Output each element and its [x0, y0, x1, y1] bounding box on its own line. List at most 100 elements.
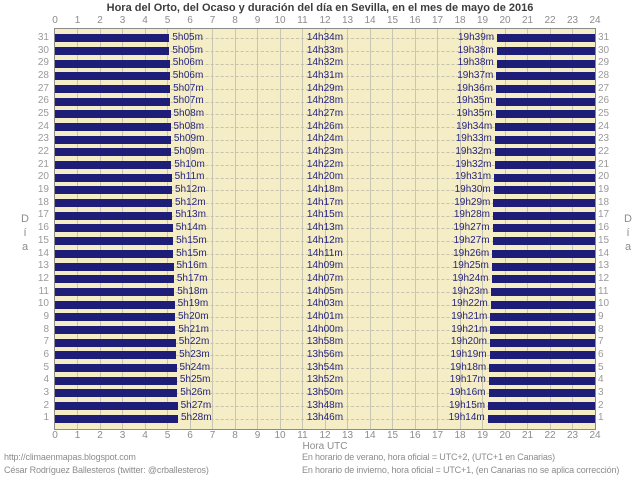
- day-number-right: 28: [598, 70, 610, 82]
- day-number-right: 9: [598, 310, 604, 322]
- sunrise-time-label: 5h07m: [173, 95, 204, 107]
- night-bar-left: [55, 237, 174, 246]
- hour-tick-label: 8: [232, 430, 238, 441]
- hour-tick-label: 0: [52, 15, 58, 26]
- night-bar-left: [55, 376, 177, 385]
- sunrise-time-label: 5h07m: [173, 82, 204, 94]
- day-number-right: 16: [598, 222, 610, 234]
- night-bar-left: [55, 351, 177, 360]
- hour-tick-label: 4: [142, 430, 148, 441]
- hour-tick-label: 15: [386, 15, 399, 26]
- hour-tick-label: 15: [386, 430, 399, 441]
- sunrise-time-label: 5h15m: [176, 247, 207, 259]
- night-bar-right: [494, 161, 595, 170]
- row-dashed-gridline: [55, 190, 595, 192]
- row-dashed-gridline: [55, 101, 595, 103]
- day-row: 5h12m 14h17m 19h29m: [55, 197, 595, 210]
- day-number-left: 29: [37, 57, 49, 69]
- hour-tick-label: 1: [74, 430, 81, 441]
- night-bar-right: [488, 401, 595, 410]
- night-bar-left: [55, 262, 174, 271]
- hour-tick-label: 17: [431, 15, 444, 26]
- sunrise-time-label: 5h22m: [178, 336, 210, 348]
- night-bar-left: [55, 325, 176, 334]
- sunrise-time-label: 5h08m: [173, 108, 205, 120]
- row-dashed-gridline: [55, 177, 595, 179]
- sunset-time-label: 19h17m: [449, 374, 486, 386]
- row-dashed-gridline: [55, 405, 595, 407]
- row-dashed-gridline: [55, 253, 595, 255]
- day-number-left: 6: [43, 348, 49, 360]
- night-bar-right: [487, 414, 595, 423]
- day-length-label: 14h23m: [306, 146, 344, 158]
- hour-tick-label: 16: [409, 430, 421, 441]
- hour-tick-label: 0: [52, 430, 58, 441]
- night-bar-right: [495, 123, 595, 132]
- sunrise-time-label: 5h26m: [180, 386, 211, 398]
- row-dashed-gridline: [55, 63, 595, 65]
- row-dashed-gridline: [55, 355, 595, 357]
- y-axis-label-char: í: [23, 227, 27, 239]
- night-bar-left: [55, 34, 170, 43]
- hour-tick-label: 7: [209, 430, 216, 441]
- day-number-left: 3: [43, 386, 49, 398]
- day-number-left: 15: [37, 234, 49, 246]
- hour-tick-label: 24: [589, 15, 601, 26]
- footer-note-winter: En horario de invierno, hora oficial = U…: [302, 465, 620, 475]
- day-row: 5h14m 14h13m 19h27m: [55, 222, 595, 235]
- day-row: 5h09m 14h24m 19h33m: [55, 133, 595, 146]
- day-number-right: 22: [598, 146, 610, 158]
- day-number-left: 23: [37, 133, 49, 145]
- sunset-time-label: 19h35m: [456, 95, 493, 107]
- hour-tick-label: 9: [254, 15, 261, 26]
- row-dashed-gridline: [55, 367, 595, 369]
- sunrise-time-label: 5h18m: [177, 285, 208, 297]
- hour-tick-label: 21: [521, 430, 534, 441]
- hour-tick-label: 22: [544, 15, 556, 26]
- x-axis-top: 0 1 2 3 4 5 6 7 8 9 10 11 12 13 14 15 16 17 18 19 20 21 22 23 24: [0, 15, 640, 27]
- sunset-time-label: 19h29m: [454, 196, 491, 208]
- day-number-left: 27: [37, 82, 49, 94]
- row-dashed-gridline: [55, 203, 595, 205]
- day-number-right: 13: [598, 260, 610, 272]
- sunset-time-label: 19h15m: [448, 399, 486, 411]
- day-row: 5h28m 13h46m 19h14m: [55, 412, 595, 425]
- day-number-right: 19: [598, 184, 610, 196]
- sunset-time-label: 19h38m: [457, 44, 494, 56]
- sunrise-time-label: 5h24m: [179, 361, 211, 373]
- night-bar-right: [492, 237, 595, 246]
- day-number-left: 22: [37, 146, 49, 158]
- day-number-right: 14: [598, 247, 610, 259]
- row-dashed-gridline: [55, 228, 595, 230]
- sunset-time-label: 19h25m: [452, 260, 489, 272]
- night-bar-right: [493, 186, 595, 195]
- hour-tick-label: 13: [341, 15, 354, 26]
- day-number-left: 9: [43, 310, 49, 322]
- row-dashed-gridline: [55, 393, 595, 395]
- day-length-label: 14h27m: [306, 108, 344, 120]
- day-number-right: 11: [598, 285, 609, 297]
- day-number-left: 14: [37, 247, 49, 259]
- day-length-label: 13h58m: [306, 336, 344, 348]
- day-number-right: 29: [598, 57, 610, 69]
- sunrise-time-label: 5h28m: [181, 412, 212, 424]
- sunset-time-label: 19h16m: [449, 386, 486, 398]
- hour-tick-label: 3: [119, 15, 126, 26]
- day-row: 5h13m 14h15m 19h28m: [55, 209, 595, 222]
- sunset-time-label: 19h14m: [448, 412, 485, 424]
- day-number-right: 10: [598, 298, 610, 310]
- row-dashed-gridline: [55, 215, 595, 217]
- sunset-time-label: 19h38m: [457, 57, 494, 69]
- day-length-label: 14h31m: [306, 70, 344, 82]
- day-number-left: 7: [43, 336, 49, 348]
- night-bar-left: [55, 363, 177, 372]
- night-bar-right: [496, 85, 595, 94]
- night-bar-right: [490, 338, 595, 347]
- y-axis-label-char: D: [624, 213, 632, 225]
- hour-tick-label: 17: [431, 430, 444, 441]
- row-dashed-gridline: [55, 291, 595, 293]
- day-length-label: 14h01m: [306, 310, 344, 322]
- sunset-time-label: 19h39m: [457, 32, 495, 43]
- day-length-label: 14h17m: [306, 196, 344, 208]
